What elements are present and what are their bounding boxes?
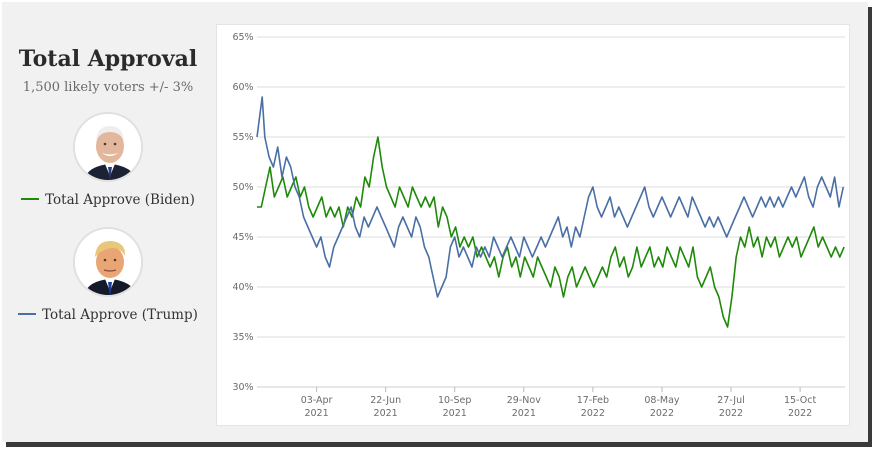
legend-swatch-trump xyxy=(18,312,37,315)
y-tick-label: 65% xyxy=(232,32,253,43)
legend-swatch-biden xyxy=(21,197,40,200)
x-tick-label: 03-Apr xyxy=(301,395,333,406)
x-tick-label-year: 2022 xyxy=(650,408,674,419)
x-tick-label: 10-Sep xyxy=(438,395,471,406)
trump-portrait-icon xyxy=(75,229,141,295)
y-tick-label: 50% xyxy=(232,182,253,193)
series-line-trump xyxy=(256,96,845,298)
x-tick-label-year: 2021 xyxy=(443,408,467,419)
series-line-biden xyxy=(257,136,845,328)
x-tick-label-year: 2021 xyxy=(374,408,398,419)
legend-panel: Total Approval 1,500 likely voters +/- 3… xyxy=(2,2,214,442)
y-tick-label: 40% xyxy=(232,282,253,293)
legend-item-trump: Total Approve (Trump) xyxy=(2,307,214,323)
biden-portrait-icon xyxy=(75,114,141,180)
legend-label-biden: Total Approve (Biden) xyxy=(45,192,195,208)
x-tick-label: 15-Oct xyxy=(784,395,816,406)
y-tick-label: 45% xyxy=(232,232,253,243)
chart-card: 30% 35% 40% 45% 50% 55% 60% 65% 03-Apr 2021 22-Jun… xyxy=(216,24,850,426)
x-tick-label: 27-Jul xyxy=(717,395,745,406)
x-tick-label: 29-Nov xyxy=(507,395,541,406)
x-tick-label-year: 2021 xyxy=(304,408,328,419)
x-tick-label-year: 2022 xyxy=(581,408,605,419)
figure-frame: Total Approval 1,500 likely voters +/- 3… xyxy=(2,2,868,442)
x-tick-label-year: 2022 xyxy=(788,408,812,419)
legend-item-biden: Total Approve (Biden) xyxy=(2,192,214,208)
y-tick-label: 35% xyxy=(232,332,253,343)
y-tick-label: 55% xyxy=(232,132,253,143)
trump-avatar xyxy=(73,227,143,297)
x-tick-label: 08-May xyxy=(644,395,680,406)
legend-label-trump: Total Approve (Trump) xyxy=(42,307,198,323)
chart-subtitle: 1,500 likely voters +/- 3% xyxy=(22,80,194,95)
biden-avatar xyxy=(73,112,143,182)
x-tick-label: 17-Feb xyxy=(577,395,609,406)
chart-title: Total Approval xyxy=(18,46,198,72)
y-tick-label: 30% xyxy=(232,382,253,393)
y-tick-label: 60% xyxy=(232,82,253,93)
line-chart: 30% 35% 40% 45% 50% 55% 60% 65% 03-Apr 2021 22-Jun… xyxy=(232,32,845,419)
x-tick-label-year: 2021 xyxy=(512,408,536,419)
x-tick-label-year: 2022 xyxy=(719,408,743,419)
x-tick-label: 22-Jun xyxy=(370,395,401,406)
